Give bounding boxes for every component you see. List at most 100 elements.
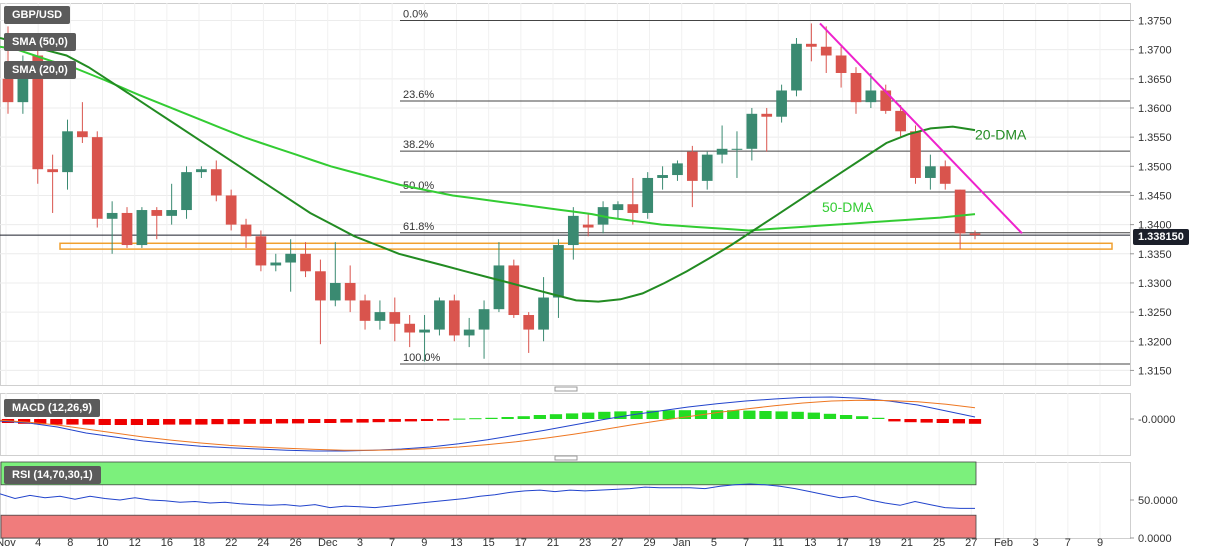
x-tick-label-10: Dec [318, 537, 338, 549]
candle-body-26 [389, 312, 401, 324]
macd-bar-35 [565, 413, 579, 419]
macd-bar-34 [549, 414, 563, 419]
candle-body-30 [448, 300, 460, 336]
x-tick-label-22: 5 [711, 537, 717, 549]
candle-body-52 [776, 90, 787, 117]
macd-bar-13 [211, 419, 224, 425]
candle-body-16 [240, 224, 252, 237]
macd-bar-54 [872, 417, 885, 419]
candlesticks [2, 23, 981, 362]
fibonacci-levels: 0.0% 23.6% 38.2% 50.0% 61.8% 100.0% [0, 8, 1130, 365]
y-tick-label-1: 1.3700 [1138, 45, 1172, 57]
candle-body-32 [478, 309, 490, 330]
candle-body-23 [344, 282, 356, 301]
candle-body-29 [434, 300, 445, 330]
macd-bar-52 [839, 415, 853, 419]
fib-label-2: 38.2% [403, 139, 434, 151]
macd-bar-39 [630, 411, 643, 419]
fib-label-4: 61.8% [403, 221, 434, 233]
x-tick-label-3: 10 [96, 537, 108, 549]
x-tick-label-15: 15 [483, 537, 495, 549]
macd-bar-27 [437, 419, 450, 421]
candle-body-20 [300, 253, 311, 272]
x-tick-label-24: 11 [773, 537, 784, 549]
fib-label-0: 0.0% [403, 8, 428, 20]
candle-body-0 [2, 78, 14, 103]
candle-body-10 [151, 210, 163, 216]
candle-body-42 [627, 204, 639, 213]
fib-label-1: 23.6% [403, 89, 434, 101]
candle-body-63 [939, 166, 951, 184]
macd-bar-14 [227, 419, 240, 425]
candle-body-2 [32, 55, 44, 170]
pane-border-0 [0, 3, 1131, 386]
x-tick-label-27: 19 [869, 537, 881, 549]
macd-bar-8 [130, 419, 144, 425]
x-tick-label-31: Feb [994, 537, 1013, 549]
y-tick-label-6: 1.3450 [1138, 190, 1172, 202]
macd-bar-16 [259, 419, 272, 424]
x-tick-label-20: 29 [643, 537, 655, 549]
rsi-panel [0, 461, 977, 539]
y-tick-label-10: 1.3250 [1138, 307, 1172, 319]
macd-bar-28 [453, 418, 466, 420]
x-tick-label-28: 21 [901, 537, 913, 549]
macd-bar-56 [904, 419, 917, 423]
moving-averages [0, 37, 976, 303]
candle-body-34 [508, 265, 520, 316]
candle-body-61 [910, 131, 921, 178]
macd-bar-49 [791, 411, 804, 419]
candle-body-53 [791, 43, 802, 91]
candle-body-31 [463, 329, 475, 336]
candle-body-58 [865, 90, 877, 103]
macd-bar-11 [179, 419, 192, 425]
candle-body-33 [493, 265, 505, 310]
candle-body-1 [17, 61, 29, 103]
candle-body-57 [850, 72, 862, 103]
candle-body-48 [716, 148, 728, 155]
pane-splitter-0 [554, 386, 578, 392]
candle-body-59 [880, 90, 892, 111]
macd-bar-25 [404, 419, 418, 422]
x-tick-label-19: 27 [611, 537, 623, 549]
candle-body-13 [196, 169, 207, 173]
sma20-legend: SMA (20,0) [4, 61, 76, 79]
candle-body-28 [419, 329, 430, 333]
macd-bar-45 [727, 410, 740, 419]
sma50-legend: SMA (50,0) [4, 33, 76, 51]
macd-bar-44 [711, 410, 724, 419]
macd-bar-31 [501, 417, 514, 419]
last-price-badge: 1.338150 [1133, 229, 1189, 245]
macd-bar-59 [952, 419, 966, 424]
candle-body-22 [329, 282, 341, 301]
candle-body-9 [136, 210, 148, 246]
x-tick-label-21: Jan [673, 537, 691, 549]
candle-body-64 [954, 189, 966, 234]
candle-body-11 [166, 210, 178, 216]
macd-bar-5 [82, 419, 95, 425]
y-tick-label-3: 1.3600 [1138, 103, 1172, 115]
macd-bar-33 [533, 415, 546, 419]
x-tick-label-34: 9 [1097, 537, 1103, 549]
candle-body-51 [761, 113, 773, 117]
rsi-legend: RSI (14,70,30,1) [4, 466, 101, 484]
y-tick-label-12: 1.3150 [1138, 365, 1172, 377]
macd-bar-2 [34, 419, 47, 425]
candle-body-56 [835, 55, 847, 73]
y-tick-label-2: 1.3650 [1138, 74, 1172, 86]
y-tick-label-9: 1.3300 [1138, 278, 1172, 290]
macd-bar-18 [291, 419, 305, 424]
x-tick-label-0: Nov [0, 537, 16, 549]
y-tick-label-0: 1.3750 [1138, 15, 1172, 27]
x-tick-label-23: 7 [743, 537, 749, 549]
macd-bar-37 [598, 411, 611, 419]
candle-body-7 [106, 212, 118, 219]
macd-legend: MACD (12,26,9) [4, 399, 101, 417]
x-tick-label-29: 25 [933, 537, 945, 549]
macd-bar-20 [324, 419, 337, 423]
candle-body-6 [91, 137, 103, 219]
x-tick-label-32: 3 [1033, 537, 1039, 549]
x-tick-label-5: 16 [161, 537, 173, 549]
candle-body-12 [181, 172, 192, 211]
